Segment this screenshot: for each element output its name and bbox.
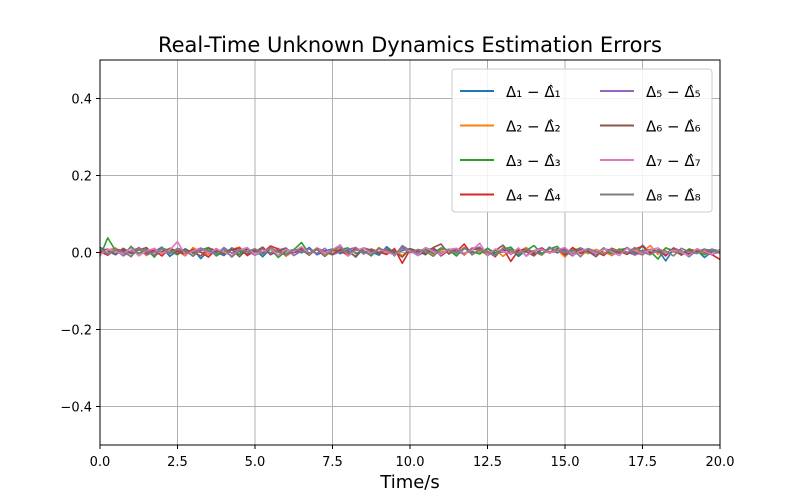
x-tick-label: 2.5 [167, 455, 188, 470]
series-lines [100, 237, 720, 265]
y-tick-label: −0.2 [60, 324, 92, 339]
y-tick-label: 0.2 [71, 170, 92, 185]
series-line-6 [100, 243, 720, 258]
x-tick-label: 10.0 [396, 455, 425, 470]
y-tick-label: 0.4 [71, 93, 92, 108]
x-tick-label: 12.5 [473, 455, 502, 470]
legend-label-6: Δ₆ − Δ̂₆ [646, 118, 701, 136]
x-axis-ticks: 0.0 2.5 5.0 7.5 10.0 12.5 15.0 17.5 20.0 [90, 445, 735, 470]
y-axis-ticks: −0.4 −0.2 0.0 0.2 0.4 [60, 93, 100, 416]
legend-label-1: Δ₁ − Δ̂₁ [506, 83, 561, 101]
legend-box [451, 68, 713, 213]
chart-title: Real-Time Unknown Dynamics Estimation Er… [158, 33, 662, 57]
x-tick-label: 17.5 [628, 455, 657, 470]
legend-label-5: Δ₅ − Δ̂₅ [646, 83, 701, 101]
x-axis-label: Time/s [379, 472, 440, 493]
legend-label-8: Δ₈ − Δ̂₈ [646, 187, 701, 205]
plot-area [100, 237, 720, 265]
x-tick-label: 0.0 [90, 455, 111, 470]
series-line-8 [100, 246, 720, 258]
x-tick-label: 7.5 [322, 455, 343, 470]
y-tick-label: 0.0 [71, 247, 92, 262]
x-tick-label: 5.0 [245, 455, 266, 470]
legend-label-3: Δ₃ − Δ̂₃ [506, 152, 561, 170]
legend-label-4: Δ₄ − Δ̂₄ [506, 187, 561, 205]
x-tick-label: 15.0 [551, 455, 580, 470]
x-tick-label: 20.0 [706, 455, 735, 470]
legend: Δ₁ − Δ̂₁ Δ₂ − Δ̂₂ Δ₃ − Δ̂₃ Δ₄ − Δ̂₄ Δ₅ − Δ̂₅… [451, 68, 713, 213]
legend-label-7: Δ₇ − Δ̂₇ [646, 152, 701, 170]
legend-label-2: Δ₂ − Δ̂₂ [506, 118, 561, 136]
y-tick-label: −0.4 [60, 401, 92, 416]
